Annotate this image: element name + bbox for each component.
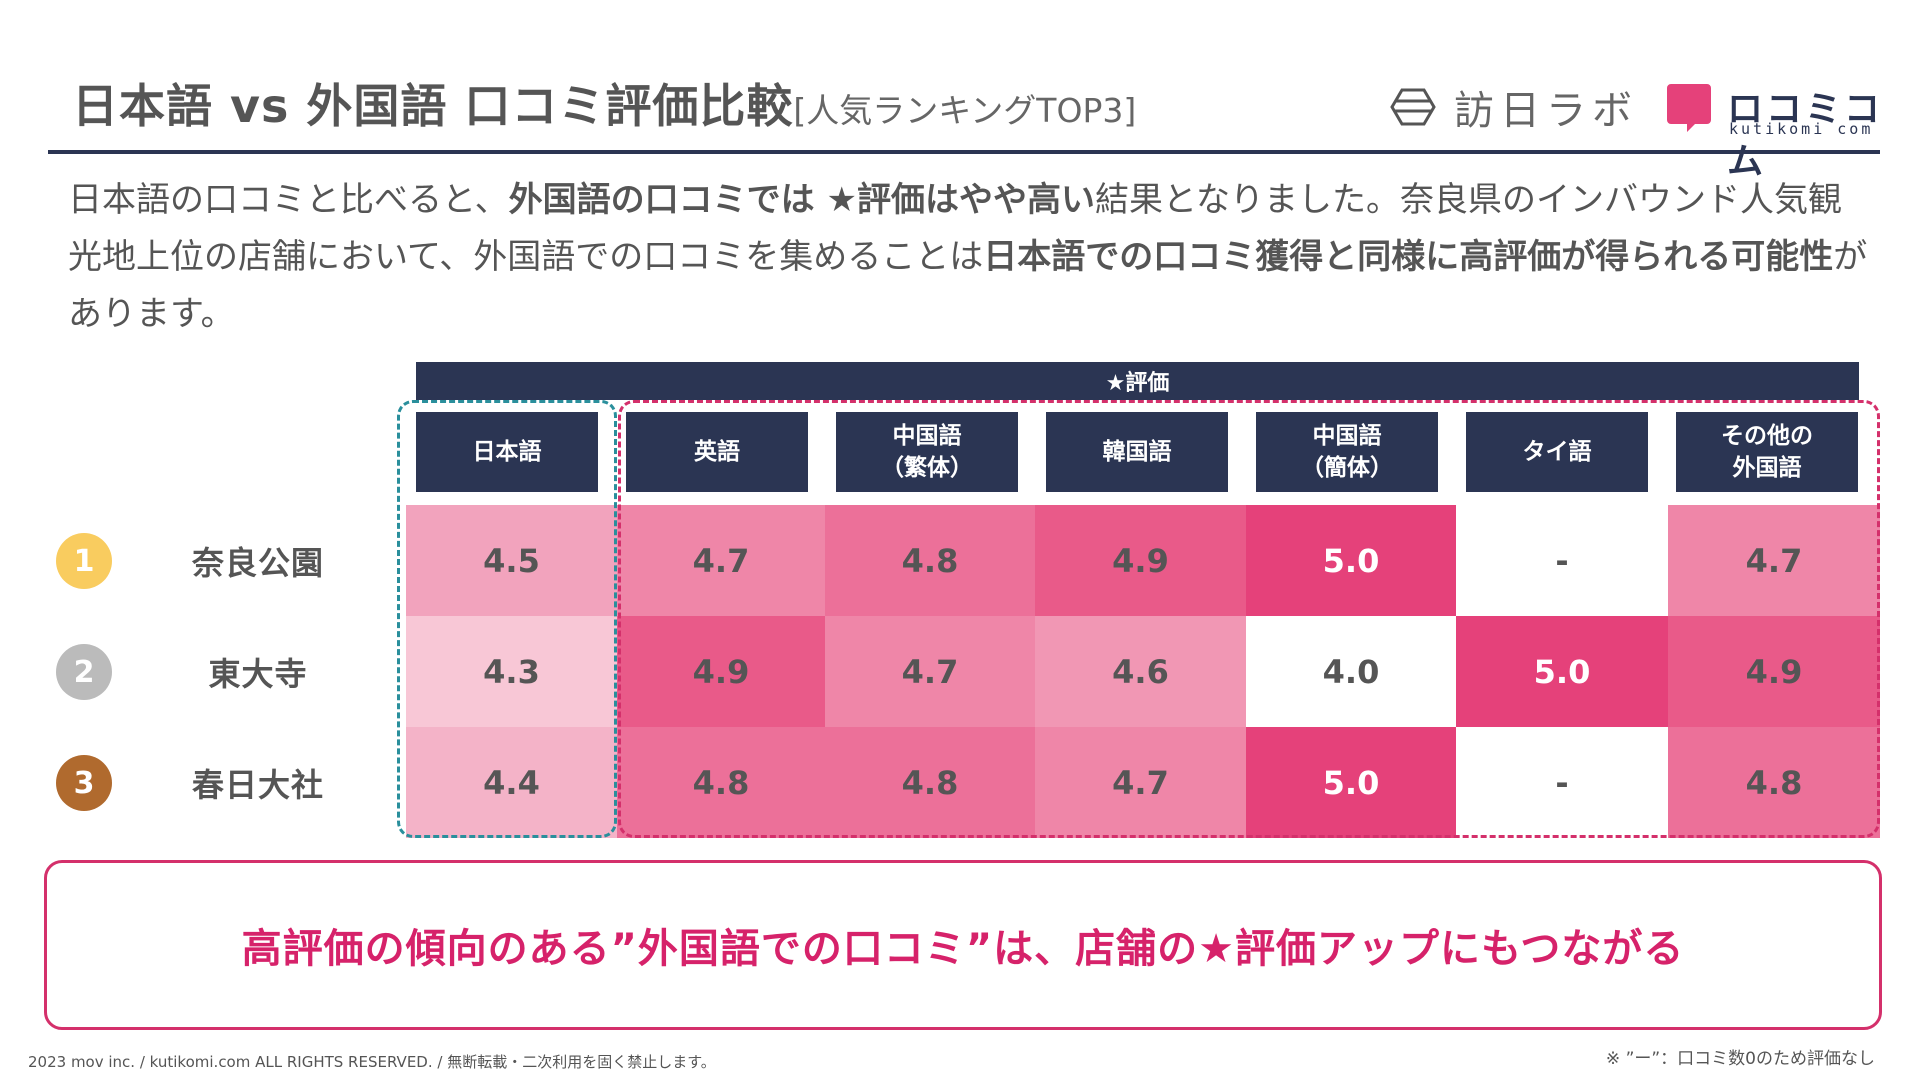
rating-cell: 4.4 (406, 727, 617, 838)
intro-text-2: 結果となりました。奈良県のインバウンド人気観光地上位の店舗において、外国語での口… (68, 180, 1842, 277)
rating-cell: 4.8 (825, 727, 1035, 838)
rating-cell: - (1456, 727, 1668, 838)
intro-text-1: 日本語の口コミと比べると、 (68, 180, 509, 220)
intro-paragraph: 日本語の口コミと比べると、外国語の口コミでは ★評価はやや高い結果となりました。… (68, 172, 1868, 343)
foreign-columns-highlight (618, 400, 1880, 838)
column-header: タイ語 (1466, 412, 1648, 492)
hexagon-logo-icon (1390, 88, 1436, 126)
copyright-footer: 2023 mov inc. / kutikomi.com ALL RIGHTS … (28, 1053, 716, 1071)
column-header: 中国語 （簡体） (1256, 412, 1438, 492)
rating-cell: 4.7 (1668, 505, 1880, 616)
rating-cell: 4.8 (617, 727, 825, 838)
column-header: 中国語 （繁体） (836, 412, 1018, 492)
houjin-labo-logo: 訪日ラボ (1390, 82, 1638, 134)
page-subtitle: [人気ランキングTOP3] (793, 91, 1137, 130)
rating-cell: 4.7 (825, 616, 1035, 727)
rating-cell: 4.7 (1035, 727, 1246, 838)
rating-cell: 4.0 (1246, 616, 1456, 727)
rating-cell: 4.9 (1035, 505, 1246, 616)
intro-text-3: があります。 (68, 237, 1868, 334)
rank-badge: 2 (56, 644, 112, 700)
footnote: ※ ”ー”：口コミ数0のため評価なし (1605, 1049, 1875, 1069)
rating-cell: 4.5 (406, 505, 617, 616)
rating-cell: 4.8 (825, 505, 1035, 616)
spot-name: 春日大社 (191, 765, 324, 804)
conclusion-text: 高評価の傾向のある”外国語での口コミ”は、店舗の★評価アップにもつながる (241, 926, 1685, 972)
kuchikomi-com-logo-en: kutikomi com (1729, 120, 1874, 138)
title-divider (48, 150, 1880, 154)
star-rating-group-header: ★評価 (416, 362, 1859, 400)
rating-cell: 4.9 (617, 616, 825, 727)
column-header: 韓国語 (1046, 412, 1228, 492)
page-title: 日本語 vs 外国語 口コミ評価比較[人気ランキングTOP3] (72, 70, 1136, 136)
intro-bold-2: 日本語での口コミ獲得と同様に高評価が得られる可能性 (983, 237, 1834, 277)
title-row: 日本語 vs 外国語 口コミ評価比較[人気ランキングTOP3] (72, 70, 1872, 133)
rating-cell: 5.0 (1246, 727, 1456, 838)
intro-bold-1: 外国語の口コミでは ★評価はやや高い (508, 180, 1095, 220)
rating-cell: 4.6 (1035, 616, 1246, 727)
rating-cell: 4.9 (1668, 616, 1880, 727)
kuchikomi-com-logo-text: ロコミコム (1727, 89, 1884, 182)
kuchikomi-com-logo: ロコミコム kutikomi com (1665, 80, 1895, 182)
conclusion-callout: 高評価の傾向のある”外国語での口コミ”は、店舗の★評価アップにもつながる (44, 860, 1882, 1030)
spot-name: 奈良公園 (191, 543, 324, 582)
column-header: 英語 (626, 412, 808, 492)
rating-cell: 5.0 (1456, 616, 1668, 727)
rating-cell: 5.0 (1246, 505, 1456, 616)
rank-badge: 1 (56, 533, 112, 589)
rating-cell: 4.8 (1668, 727, 1880, 838)
speech-bubble-icon (1667, 84, 1711, 132)
rating-cell: 4.7 (617, 505, 825, 616)
rating-cell: - (1456, 505, 1668, 616)
page-title-text: 日本語 vs 外国語 口コミ評価比較 (72, 79, 794, 133)
rating-cell: 4.3 (406, 616, 617, 727)
column-header: その他の 外国語 (1676, 412, 1858, 492)
japanese-column-highlight (397, 400, 617, 838)
rank-badge: 3 (56, 755, 112, 811)
column-header: 日本語 (416, 412, 598, 492)
houjin-labo-logo-text: 訪日ラボ (1454, 88, 1638, 134)
spot-name: 東大寺 (208, 654, 308, 693)
